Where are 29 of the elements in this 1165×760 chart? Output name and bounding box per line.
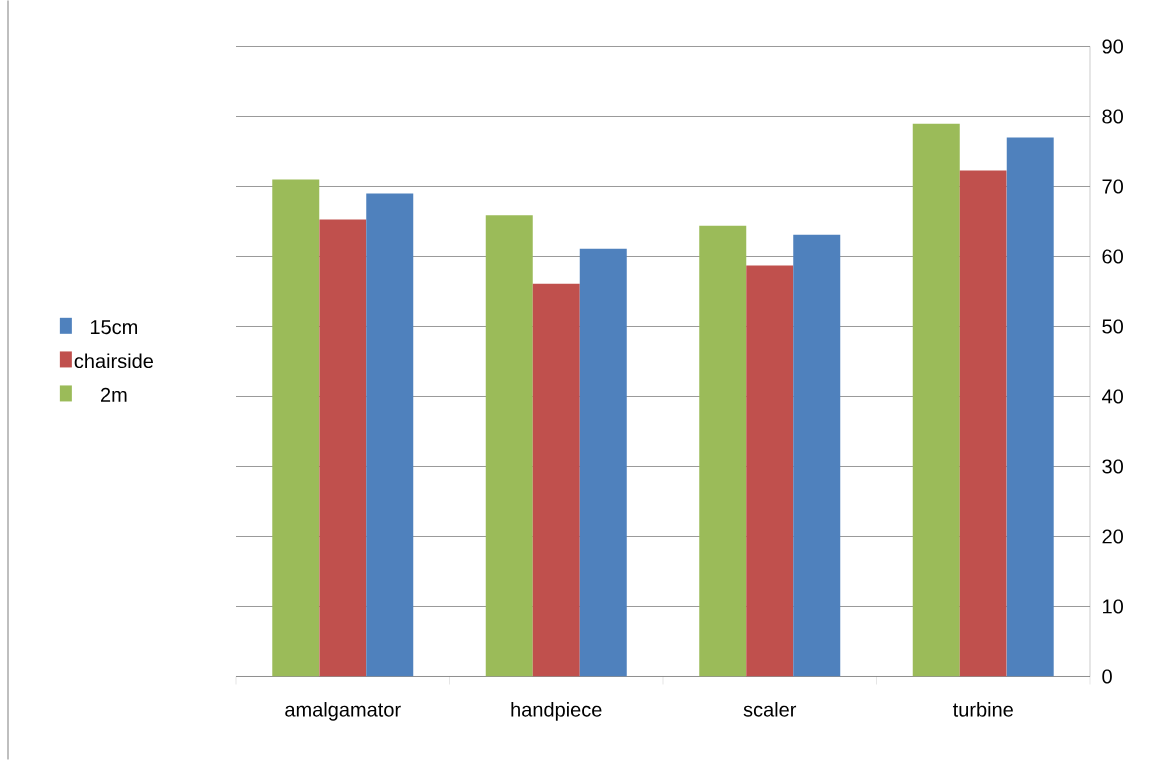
y-tick-label: 50 <box>1102 319 1123 334</box>
x-tick-label: scaler <box>743 702 797 717</box>
y-tick-label: 40 <box>1101 389 1123 404</box>
bar <box>319 219 367 677</box>
bar <box>579 248 627 677</box>
bar <box>912 123 960 677</box>
y-tick-label: 30 <box>1102 459 1123 474</box>
bar <box>959 170 1007 677</box>
x-tick-label: handpiece <box>511 702 602 721</box>
y-tick-label: 70 <box>1102 179 1123 194</box>
bar <box>272 179 320 677</box>
y-tick-label: 0 <box>1102 669 1112 684</box>
bar <box>485 215 533 677</box>
y-tick-label: 90 <box>1102 39 1123 54</box>
bar <box>699 225 747 677</box>
bar <box>532 283 580 677</box>
y-tick-label: 10 <box>1103 599 1123 614</box>
y-tick-label: 20 <box>1102 529 1123 544</box>
legend-label: 15cm <box>90 320 138 335</box>
x-tick-label: turbine <box>952 702 1013 717</box>
bar <box>746 265 794 677</box>
y-tick-label: 60 <box>1102 249 1123 264</box>
bar <box>793 234 841 677</box>
y-tick-label: 80 <box>1102 109 1123 124</box>
bar <box>366 193 414 677</box>
legend-label: 2m <box>100 387 127 402</box>
bar <box>1006 137 1054 677</box>
x-tick-label: amalgamator <box>285 702 401 721</box>
legend-label: chairside <box>74 353 153 369</box>
